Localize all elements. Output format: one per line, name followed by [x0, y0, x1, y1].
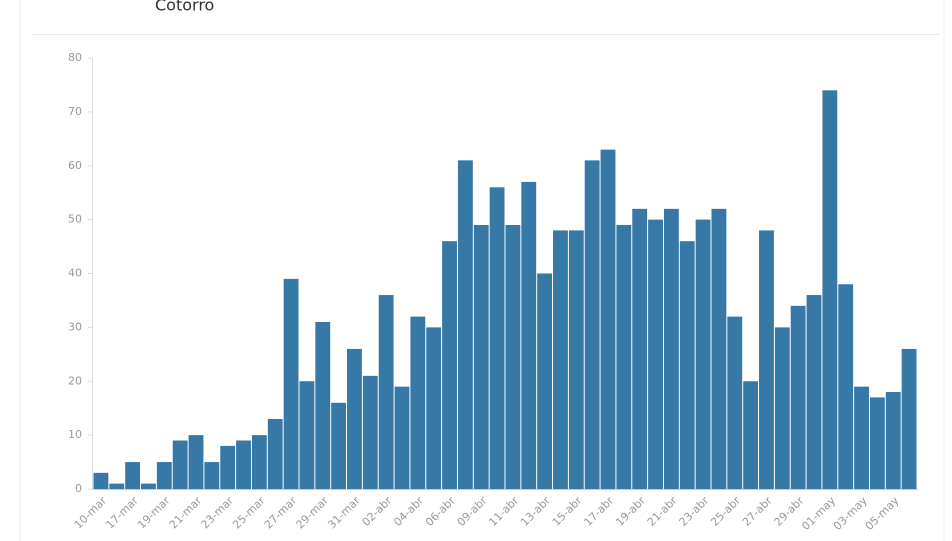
bar [156, 462, 172, 489]
bar [315, 321, 331, 489]
x-tick-label: 04-abr [391, 494, 426, 529]
x-tick-label: 11-abr [486, 494, 521, 529]
bar [220, 445, 236, 489]
bar [426, 327, 442, 489]
bar [711, 208, 727, 489]
bar [125, 462, 141, 489]
bar [568, 230, 584, 489]
bar [727, 316, 743, 489]
y-tick-label: 30 [68, 320, 82, 333]
bar [774, 327, 790, 489]
bar [378, 295, 394, 489]
y-tick-label: 60 [68, 159, 82, 172]
y-tick-label: 0 [75, 482, 82, 495]
bar [537, 273, 553, 489]
bar [457, 160, 473, 490]
bar [93, 472, 109, 489]
bar [584, 160, 600, 490]
bar [141, 483, 156, 489]
bar [616, 225, 632, 489]
x-tick-label: 09-abr [455, 494, 490, 529]
bar [663, 208, 679, 489]
bar [283, 278, 299, 489]
bar [743, 381, 759, 489]
bar [806, 295, 822, 489]
x-tick-label: 21-mar [167, 494, 205, 532]
bar [521, 181, 537, 489]
bar [331, 402, 347, 489]
bar [362, 375, 378, 489]
bar [109, 483, 125, 489]
y-tick-label: 80 [68, 51, 82, 64]
x-tick-label: 19-mar [135, 494, 173, 532]
bar [901, 348, 917, 489]
y-tick-label: 20 [68, 374, 82, 387]
x-tick-label: 17-abr [581, 494, 616, 529]
bar [236, 440, 251, 489]
bar [885, 392, 901, 489]
bar [695, 219, 711, 489]
x-tick-label: 25-mar [230, 494, 268, 532]
bar [251, 435, 267, 489]
x-tick-label: 15-abr [550, 494, 585, 529]
bar [632, 208, 648, 489]
bar [759, 230, 774, 489]
bar [854, 386, 869, 489]
bar [473, 225, 489, 489]
x-tick-label: 27-mar [262, 494, 300, 532]
x-tick-label: 03-may [831, 494, 870, 533]
bar [648, 219, 663, 489]
bar [553, 230, 568, 489]
x-tick-label: 21-abr [645, 494, 680, 529]
bar [869, 397, 885, 489]
bar [679, 241, 695, 489]
bar [347, 348, 362, 489]
bar [267, 418, 283, 489]
y-tick-label: 50 [68, 213, 82, 226]
bar [838, 284, 854, 489]
bar [299, 381, 315, 489]
bar [394, 386, 410, 489]
bar [442, 241, 457, 489]
x-tick-label: 02-abr [360, 494, 395, 529]
x-tick-label: 17-mar [103, 494, 141, 532]
x-tick-label: 01-may [799, 494, 838, 533]
bar [505, 225, 521, 489]
x-tick-label: 10-mar [72, 494, 110, 532]
bar [204, 462, 220, 489]
bar [172, 440, 188, 489]
x-tick-label: 19-abr [613, 494, 648, 529]
y-tick-label: 70 [68, 105, 82, 118]
x-tick-label: 31-mar [325, 494, 363, 532]
bar [790, 305, 806, 489]
bar [410, 316, 426, 489]
bar [822, 90, 838, 489]
bar [489, 187, 505, 490]
x-tick-label: 23-mar [198, 494, 236, 532]
bar [188, 435, 204, 489]
bar [600, 149, 616, 489]
x-tick-label: 06-abr [423, 494, 458, 529]
x-tick-label: 27-abr [740, 494, 775, 529]
y-tick-label: 10 [68, 428, 82, 441]
x-tick-label: 13-abr [518, 494, 553, 529]
x-tick-label: 29-mar [294, 494, 332, 532]
x-tick-label: 23-abr [677, 494, 712, 529]
x-tick-label: 25-abr [708, 494, 743, 529]
y-tick-label: 40 [68, 267, 82, 280]
x-tick-label: 05-may [863, 494, 902, 533]
chart-title: Cotorro [155, 0, 214, 15]
